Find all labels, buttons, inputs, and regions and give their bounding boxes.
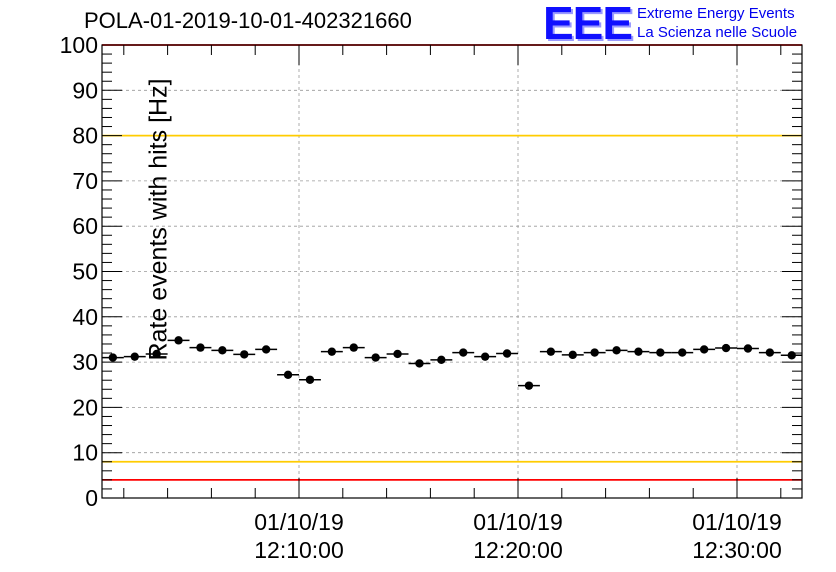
grid-lines [102,45,802,498]
data-point [349,343,358,352]
data-point [415,359,424,368]
y-tick-label: 100 [60,32,98,58]
logo-caption-line2: La Scienza nelle Scuole [637,24,798,41]
data-point [612,346,621,355]
logo-caption-line1: Extreme Energy Events [637,5,795,22]
y-tick-label: 20 [72,394,98,420]
data-point [130,352,139,361]
data-point [656,348,665,357]
data-points [102,336,802,390]
data-point [590,348,599,357]
y-tick-label: 60 [72,213,98,239]
x-tick-date: 01/10/19 [254,509,344,535]
logo-caption: Extreme Energy Events La Scienza nelle S… [637,4,797,42]
data-point [546,347,556,356]
y-tick-label: 90 [72,77,98,103]
data-point [480,352,490,361]
y-tick-label: 0 [85,485,98,511]
y-tick-label: 10 [72,440,98,466]
data-point [283,370,293,379]
data-point [261,345,271,354]
data-point [787,351,796,360]
x-tick-time: 12:10:00 [254,537,344,563]
data-point [393,349,402,359]
y-tick-labels: 0 10 20 30 40 50 60 70 80 90 100 [60,32,98,511]
data-point [218,346,227,355]
x-tick-time: 12:20:00 [473,537,563,563]
x-tick-date: 01/10/19 [473,509,563,535]
y-tick-label: 80 [72,123,98,149]
data-point [524,381,534,390]
y-tick-label: 30 [72,349,98,375]
data-point [437,355,446,365]
eee-logo: EEE [543,0,633,49]
data-point [459,348,468,357]
data-point [108,353,118,362]
x-tick-time: 12:30:00 [692,537,782,563]
y-tick-label: 50 [72,259,98,285]
data-point [327,347,337,356]
threshold-lines [102,44,802,481]
x-tick-labels: 01/10/1912:10:0001/10/1912:20:0001/10/19… [254,509,782,563]
data-point [699,345,709,354]
data-point [743,344,753,353]
data-point [502,349,512,358]
axis-ticks [102,44,802,499]
data-point [305,375,315,384]
data-point [765,348,775,357]
data-point [678,348,687,357]
data-point [568,350,577,360]
y-tick-label: 40 [72,304,98,330]
data-point [152,349,161,359]
data-point [196,343,205,352]
x-tick-date: 01/10/19 [692,509,782,535]
chart-title: POLA-01-2019-10-01-402321660 [84,8,412,33]
y-tick-label: 70 [72,168,98,194]
data-point [634,347,643,356]
data-point [371,353,380,362]
data-point [721,343,731,353]
data-point [240,350,249,359]
data-point [174,336,183,345]
y-axis-label: Rate events with hits [Hz] [144,78,173,361]
